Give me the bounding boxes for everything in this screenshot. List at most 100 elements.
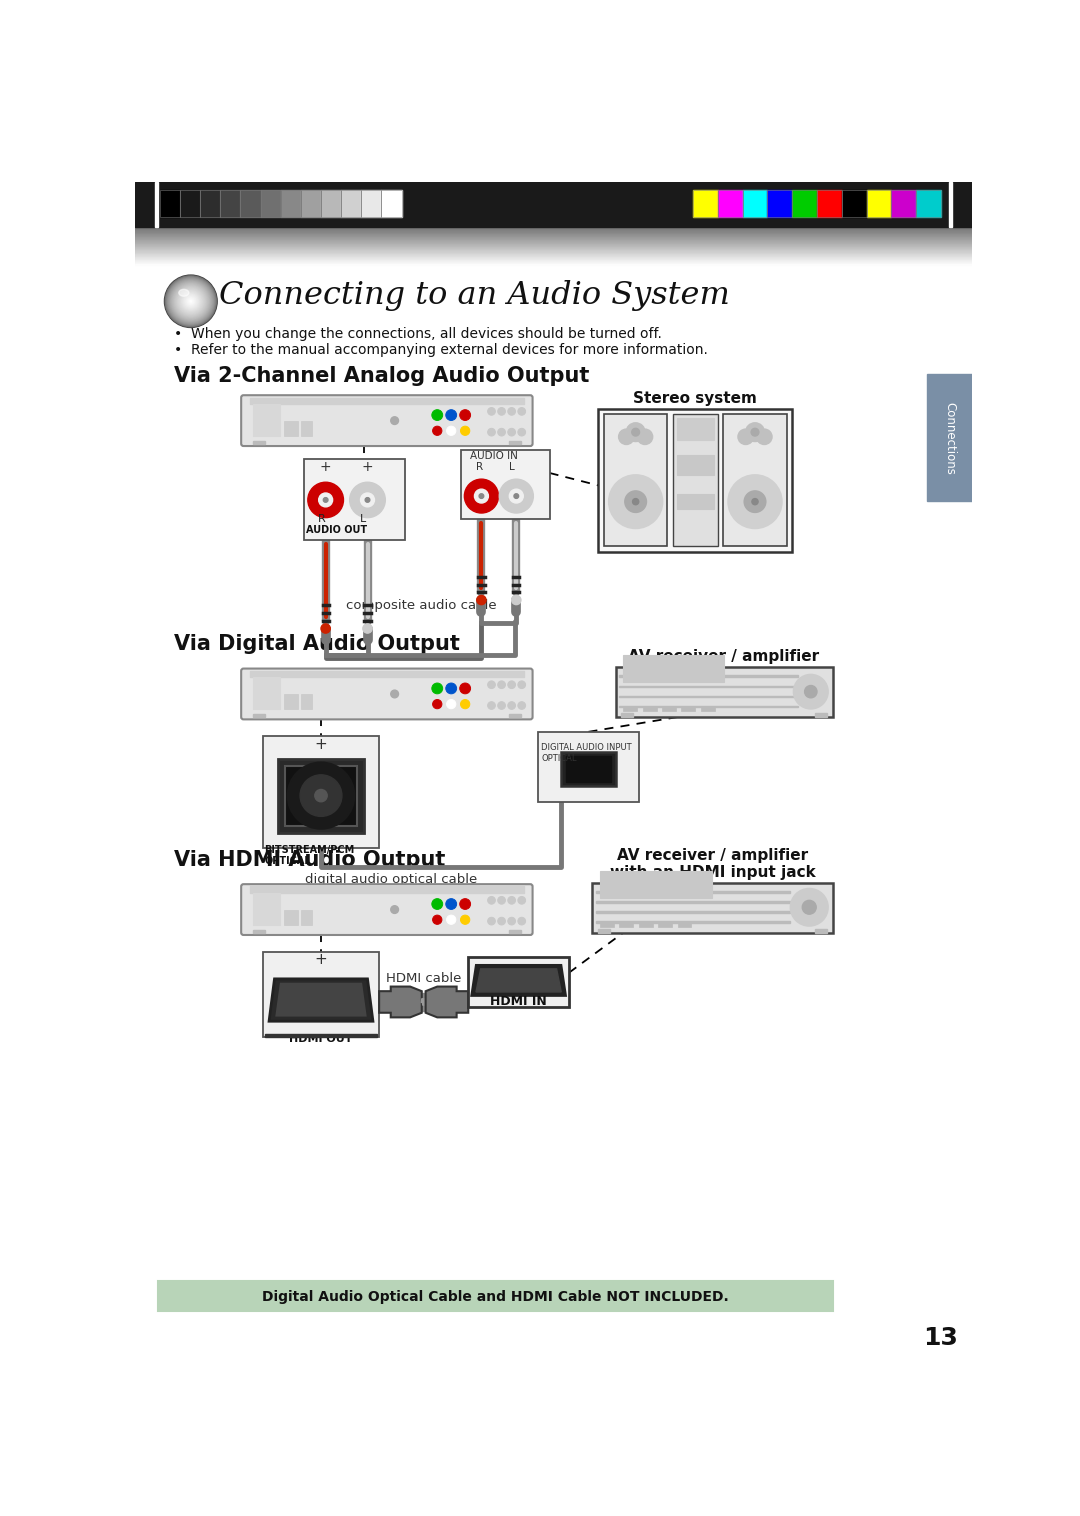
Text: HDMI cable: HDMI cable — [386, 972, 461, 985]
Circle shape — [350, 482, 386, 517]
Circle shape — [460, 409, 471, 420]
Circle shape — [175, 287, 206, 317]
Circle shape — [752, 499, 758, 505]
Bar — [600, 923, 613, 926]
Bar — [598, 409, 793, 552]
Circle shape — [745, 423, 765, 441]
Bar — [768, 190, 793, 217]
Circle shape — [166, 276, 216, 326]
Circle shape — [190, 300, 191, 302]
Circle shape — [751, 429, 759, 437]
Circle shape — [446, 409, 457, 420]
Bar — [422, 993, 426, 1011]
Circle shape — [433, 916, 442, 925]
Text: +: + — [314, 952, 327, 967]
Circle shape — [173, 283, 208, 318]
Bar — [253, 678, 280, 709]
Bar — [341, 190, 362, 217]
Circle shape — [174, 285, 207, 318]
Bar — [279, 760, 364, 832]
Circle shape — [179, 290, 202, 312]
Bar — [621, 713, 633, 717]
Circle shape — [166, 277, 215, 324]
Circle shape — [446, 916, 456, 925]
Circle shape — [498, 429, 505, 437]
Polygon shape — [275, 982, 367, 1017]
Bar — [262, 737, 379, 847]
Circle shape — [172, 282, 211, 320]
Circle shape — [180, 291, 201, 311]
Bar — [260, 190, 281, 217]
Bar — [638, 923, 652, 926]
Bar — [160, 190, 180, 217]
Circle shape — [319, 493, 333, 506]
Bar — [814, 713, 827, 717]
Bar — [919, 1330, 962, 1346]
Circle shape — [177, 288, 204, 314]
Text: digital audio optical cable: digital audio optical cable — [305, 873, 477, 885]
Bar — [658, 923, 672, 926]
Circle shape — [757, 429, 772, 444]
Circle shape — [510, 490, 524, 503]
Bar — [200, 190, 220, 217]
Bar — [566, 756, 611, 782]
Circle shape — [474, 490, 488, 503]
Bar — [701, 706, 715, 711]
Bar — [220, 190, 241, 217]
Circle shape — [508, 429, 515, 437]
Circle shape — [488, 681, 496, 688]
Bar — [301, 420, 312, 437]
Text: Via Digital Audio Output: Via Digital Audio Output — [174, 634, 460, 653]
Bar — [596, 911, 789, 913]
Bar — [891, 190, 916, 217]
Bar — [260, 190, 281, 217]
Circle shape — [517, 408, 526, 415]
Text: AV receiver / amplifier: AV receiver / amplifier — [629, 649, 820, 664]
Bar — [135, 182, 972, 226]
Circle shape — [499, 479, 534, 512]
Text: composite audio cable: composite audio cable — [347, 599, 497, 612]
Text: Connections: Connections — [943, 402, 956, 475]
Bar — [362, 190, 381, 217]
Circle shape — [460, 426, 470, 435]
Circle shape — [183, 293, 200, 309]
Circle shape — [508, 896, 515, 904]
Bar — [509, 714, 521, 717]
Circle shape — [184, 294, 198, 308]
Circle shape — [637, 429, 652, 444]
Circle shape — [363, 625, 373, 634]
Bar — [180, 190, 200, 217]
Text: HDMI OUT: HDMI OUT — [289, 1034, 353, 1043]
Circle shape — [729, 476, 781, 528]
Circle shape — [498, 408, 505, 415]
Bar — [916, 190, 941, 217]
Bar — [597, 929, 610, 932]
Bar — [841, 190, 866, 217]
Text: •  When you change the connections, all devices should be turned off.: • When you change the connections, all d… — [174, 327, 662, 341]
Circle shape — [188, 299, 194, 305]
Circle shape — [460, 699, 470, 709]
Bar — [160, 190, 180, 217]
Circle shape — [287, 763, 354, 829]
Bar — [693, 190, 718, 217]
Circle shape — [323, 497, 328, 502]
Bar — [284, 766, 357, 826]
Bar — [619, 685, 798, 687]
Text: DIGITAL AUDIO INPUT
OPTICAL: DIGITAL AUDIO INPUT OPTICAL — [541, 743, 632, 763]
Circle shape — [446, 684, 457, 694]
Bar — [249, 887, 524, 893]
Circle shape — [432, 409, 443, 420]
Circle shape — [433, 426, 442, 435]
Circle shape — [744, 491, 766, 512]
Circle shape — [517, 917, 526, 925]
Circle shape — [508, 702, 515, 709]
Circle shape — [171, 282, 211, 321]
Bar — [866, 190, 891, 217]
Bar — [381, 190, 402, 217]
Circle shape — [460, 684, 471, 694]
Circle shape — [361, 493, 375, 506]
Circle shape — [805, 685, 816, 697]
Bar — [592, 882, 833, 932]
Bar — [681, 706, 696, 711]
Bar — [623, 706, 637, 711]
